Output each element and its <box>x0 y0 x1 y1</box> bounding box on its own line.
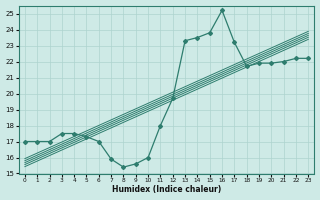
X-axis label: Humidex (Indice chaleur): Humidex (Indice chaleur) <box>112 185 221 194</box>
